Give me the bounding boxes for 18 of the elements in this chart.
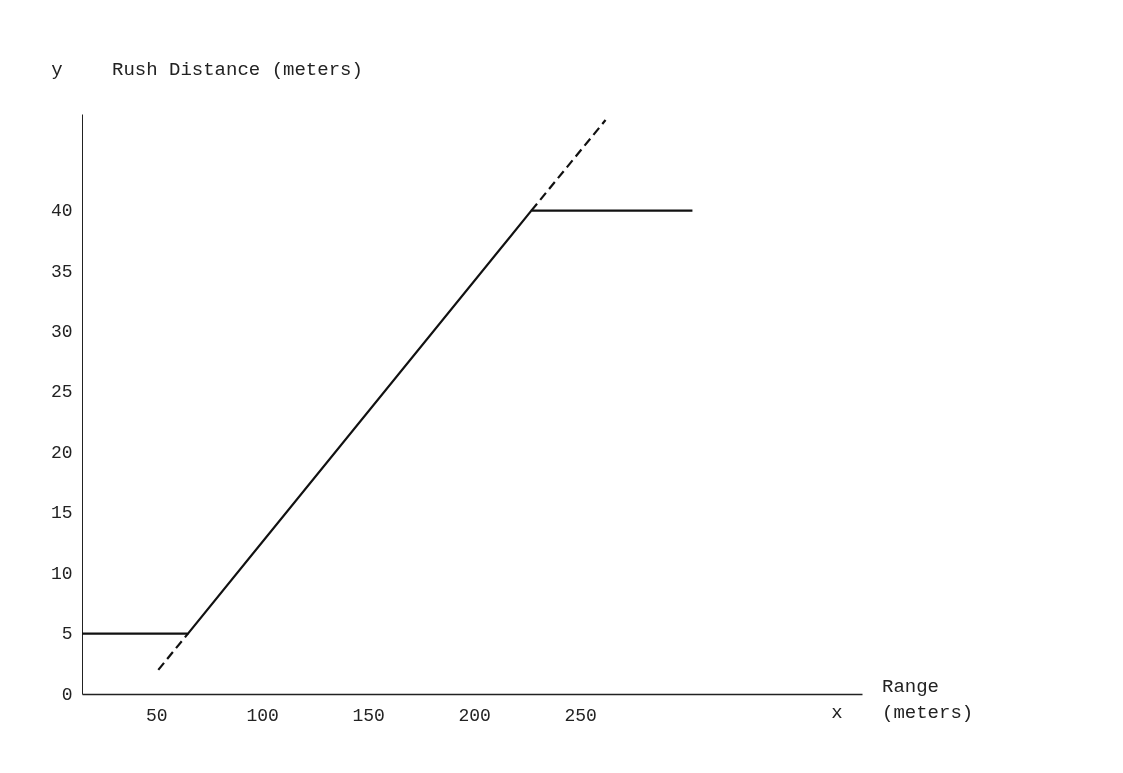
y-tick-label: 30 [50, 322, 73, 342]
y-tick-label: 0 [61, 684, 73, 705]
y-tick-label: 5 [61, 624, 73, 645]
x-axis-title: Range (meters) [882, 676, 974, 724]
y-tick-label: 20 [50, 442, 73, 463]
y-axis-title: Rush Distance (meters) [112, 59, 363, 81]
x-tick-label: 200 [458, 705, 491, 726]
text: x [831, 702, 843, 724]
x-tick-label: 250 [564, 705, 597, 726]
x-tick-label: 150 [352, 705, 385, 726]
y-tick-label: 15 [50, 503, 73, 524]
y-tick-label: 25 [50, 382, 73, 403]
y-tick-label: 40 [50, 201, 73, 222]
x-tick-label: 50 [145, 705, 168, 726]
y-tick-label: 10 [50, 563, 73, 584]
y-tick-label: 35 [50, 261, 73, 282]
x-tick-label: 100 [246, 705, 279, 726]
text: y [51, 59, 63, 81]
